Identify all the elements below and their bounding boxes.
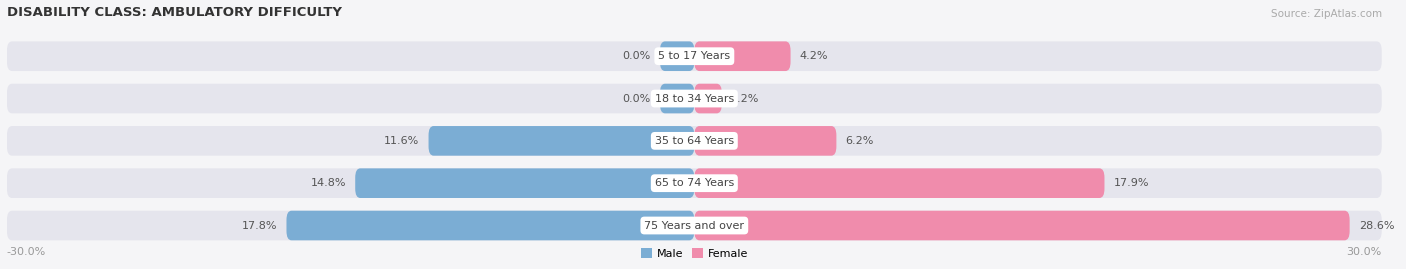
FancyBboxPatch shape [7, 126, 1382, 156]
Text: 0.0%: 0.0% [623, 51, 651, 61]
Text: 11.6%: 11.6% [384, 136, 419, 146]
Text: 30.0%: 30.0% [1347, 247, 1382, 257]
Text: Source: ZipAtlas.com: Source: ZipAtlas.com [1271, 9, 1382, 19]
FancyBboxPatch shape [695, 168, 1105, 198]
FancyBboxPatch shape [287, 211, 695, 240]
FancyBboxPatch shape [695, 211, 1350, 240]
FancyBboxPatch shape [659, 84, 695, 113]
Text: 0.0%: 0.0% [623, 94, 651, 104]
Text: 6.2%: 6.2% [845, 136, 875, 146]
Text: 5 to 17 Years: 5 to 17 Years [658, 51, 730, 61]
FancyBboxPatch shape [7, 211, 1382, 240]
Text: 14.8%: 14.8% [311, 178, 346, 188]
Text: DISABILITY CLASS: AMBULATORY DIFFICULTY: DISABILITY CLASS: AMBULATORY DIFFICULTY [7, 6, 342, 19]
Text: 4.2%: 4.2% [800, 51, 828, 61]
Text: 75 Years and over: 75 Years and over [644, 221, 744, 231]
Legend: Male, Female: Male, Female [637, 244, 752, 263]
Text: 65 to 74 Years: 65 to 74 Years [655, 178, 734, 188]
FancyBboxPatch shape [7, 84, 1382, 113]
FancyBboxPatch shape [7, 168, 1382, 198]
FancyBboxPatch shape [695, 84, 721, 113]
Text: 28.6%: 28.6% [1358, 221, 1395, 231]
FancyBboxPatch shape [7, 41, 1382, 71]
Text: 35 to 64 Years: 35 to 64 Years [655, 136, 734, 146]
FancyBboxPatch shape [429, 126, 695, 156]
Text: 17.9%: 17.9% [1114, 178, 1149, 188]
Text: -30.0%: -30.0% [7, 247, 46, 257]
FancyBboxPatch shape [695, 126, 837, 156]
Text: 18 to 34 Years: 18 to 34 Years [655, 94, 734, 104]
FancyBboxPatch shape [356, 168, 695, 198]
FancyBboxPatch shape [659, 41, 695, 71]
Text: 17.8%: 17.8% [242, 221, 277, 231]
Text: 1.2%: 1.2% [731, 94, 759, 104]
FancyBboxPatch shape [695, 41, 790, 71]
